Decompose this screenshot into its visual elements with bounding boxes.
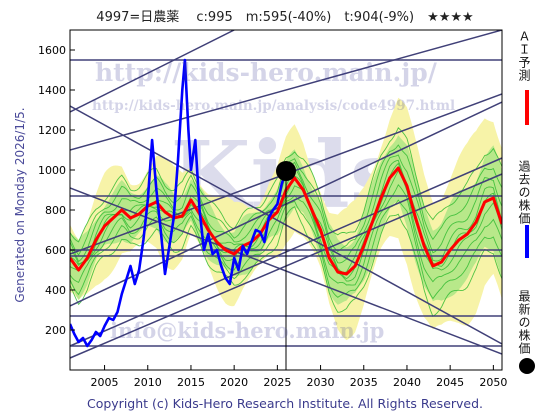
x-tick-label: 2035 <box>350 376 378 389</box>
current-date-marker <box>276 161 296 370</box>
past-price-series <box>70 58 288 348</box>
y-tick-label: 800 <box>45 204 66 217</box>
band-inner-area <box>70 135 502 305</box>
copyright-footer: Copyright (c) Kids-Hero Research Institu… <box>86 396 484 411</box>
watermark-url: http://kids-hero.main.jp/ <box>95 58 437 87</box>
x-tick-label: 2020 <box>220 376 248 389</box>
x-axis: 2005 2010 2015 2020 2025 2030 2035 2040 2045 2050 <box>91 365 507 389</box>
trend-line <box>70 30 502 151</box>
y-tick-label: 400 <box>45 284 66 297</box>
y-tick-label: 200 <box>45 324 66 337</box>
legend-markers <box>519 90 535 374</box>
latest-price-dot <box>276 161 296 181</box>
y-tick-label: 1200 <box>38 124 66 137</box>
x-tick-label: 2040 <box>393 376 421 389</box>
legend-latest-swatch <box>519 358 535 374</box>
x-tick-label: 2030 <box>307 376 335 389</box>
plot-frame <box>69 29 503 371</box>
x-tick-label: 2050 <box>479 376 507 389</box>
y-tick-label: 1600 <box>38 44 66 57</box>
x-tick-label: 2045 <box>436 376 464 389</box>
forecast-band-inner <box>70 135 502 305</box>
x-tick-label: 2005 <box>91 376 119 389</box>
watermark-analysis-url: http://kids-hero.main.jp/analysis/code49… <box>92 98 456 114</box>
generated-date-label: Generated on Monday 2026/1/5. <box>13 107 27 303</box>
legend-latest-label: 最新の株価 <box>517 290 531 355</box>
x-tick-label: 2010 <box>134 376 162 389</box>
y-tick-label: 1000 <box>38 164 66 177</box>
past-price-line <box>70 58 288 348</box>
legend-ai-label: ＡＩ予測 <box>517 30 531 82</box>
trend-line <box>70 30 235 113</box>
x-tick-label: 2015 <box>177 376 205 389</box>
chart-title: 4997=日農薬 c:995 m:595(-40%) t:904(-9%) ★★… <box>96 10 474 25</box>
legend-past-label: 過去の株価 <box>517 160 531 225</box>
y-tick-label: 600 <box>45 244 66 257</box>
watermark-mail: info@kids-hero.main.jp <box>110 318 385 343</box>
y-tick-label: 1400 <box>38 84 66 97</box>
y-axis: 200 400 600 800 1000 1200 1400 1600 <box>38 44 75 337</box>
x-tick-label: 2025 <box>263 376 291 389</box>
simulation-line <box>70 127 502 243</box>
